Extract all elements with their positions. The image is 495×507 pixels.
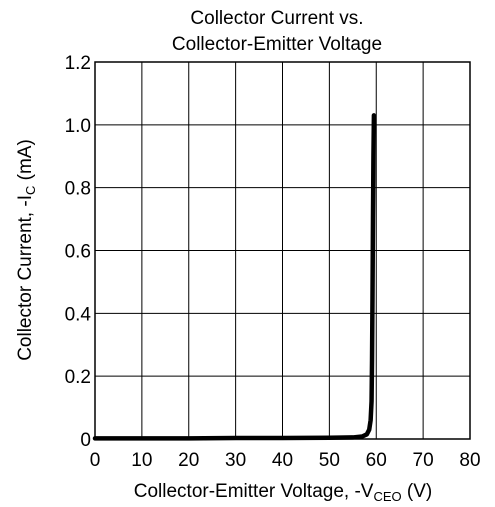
x-tick-label: 10 [131,450,152,471]
series-line [92,113,377,441]
y-tick-label: 0.2 [65,367,91,388]
y-tick-label: 0.6 [65,242,91,263]
y-tick-labels: 0 0.2 0.4 0.6 0.8 1.0 1.2 [65,53,92,451]
x-axis-title-suffix: (V) [402,481,433,502]
chart-title-line-2: Collector-Emitter Voltage [172,34,382,55]
x-tick-label: 40 [272,450,293,471]
x-tick-label: 0 [90,450,101,471]
x-tick-label: 30 [225,450,246,471]
y-tick-label: 0.8 [65,179,91,200]
y-axis-title-prefix: Collector Current, -I [15,195,36,361]
x-axis-title-prefix: Collector-Emitter Voltage, -V [134,481,374,502]
x-tick-labels: 0 10 20 30 40 50 60 70 80 [90,450,481,471]
chart-title: Collector Current vs. Collector-Emitter … [172,8,382,55]
x-tick-label: 50 [319,450,340,471]
y-tick-label: 1.0 [65,116,91,137]
x-tick-label: 20 [178,450,199,471]
grid [95,62,470,439]
x-tick-label: 80 [459,450,480,471]
chart-title-line-1: Collector Current vs. [190,8,363,29]
y-tick-label: 0 [80,430,91,451]
y-tick-label: 0.4 [65,304,92,325]
x-axis-title: Collector-Emitter Voltage, -VCEO (V) [134,481,432,504]
x-axis-title-subscript: CEO [373,489,401,504]
y-axis-title: Collector Current, -IC (mA) [15,139,38,361]
y-axis-title-suffix: (mA) [15,139,36,185]
y-tick-label: 1.2 [65,53,91,74]
y-axis-title-subscript: C [23,186,38,195]
x-tick-label: 60 [366,450,387,471]
x-tick-label: 70 [413,450,434,471]
